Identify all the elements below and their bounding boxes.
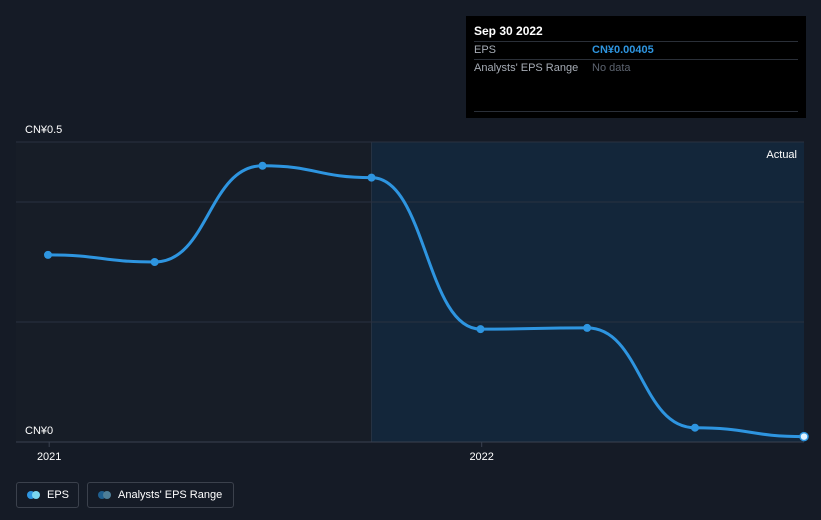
eps-point-2021-09-30: [367, 173, 376, 182]
eps-point-2020-12-31: [44, 250, 52, 259]
actual-region: [371, 142, 804, 442]
y-tick-label-zero: CN¥0: [25, 425, 54, 437]
eps-point-2021-12-31: [476, 325, 485, 334]
tooltip-row-eps: EPS CN¥0.00405: [474, 41, 798, 59]
legend-eps-dot-a: [27, 491, 35, 499]
legend-range-dot-a: [98, 491, 106, 499]
legend-eps-toggle[interactable]: EPS: [16, 482, 79, 508]
tooltip-eps-label: EPS: [474, 44, 497, 56]
past-region: [16, 142, 372, 442]
tooltip-range-value: No data: [592, 62, 631, 74]
legend-range-dot-b: [103, 491, 111, 499]
eps-series-line: [47, 164, 805, 439]
x-tick-label-2021: 2021: [37, 451, 61, 463]
legend-eps-label: EPS: [47, 489, 70, 501]
tooltip-eps-value: CN¥0.00405: [592, 44, 654, 56]
legend-eps-dot-b: [32, 491, 40, 499]
x-tick-label-2022: 2022: [469, 451, 493, 463]
eps-point-2021-06-30: [258, 161, 267, 170]
eps-point-2022-03-31: [583, 323, 592, 332]
eps-point-2022-06-30: [690, 423, 699, 432]
tooltip-date: Sep 30 2022: [474, 24, 543, 38]
actual-region-label: Actual: [766, 149, 797, 161]
tooltip-panel: Sep 30 2022 EPS CN¥0.00405 Analysts' EPS…: [466, 16, 806, 118]
eps-point-2022-09-30: [799, 431, 809, 442]
legend-range-label: Analysts' EPS Range: [118, 489, 223, 501]
tooltip-divider: [474, 77, 798, 112]
y-tick-label-top: CN¥0.5: [25, 124, 63, 136]
legend-eps-icon: [27, 491, 40, 499]
legend-range-toggle[interactable]: Analysts' EPS Range: [87, 482, 234, 508]
eps-point-2021-03-31: [150, 257, 159, 266]
tooltip-range-label: Analysts' EPS Range: [474, 62, 579, 74]
legend-range-icon: [98, 491, 111, 499]
tooltip-row-range: Analysts' EPS Range No data: [474, 59, 798, 77]
